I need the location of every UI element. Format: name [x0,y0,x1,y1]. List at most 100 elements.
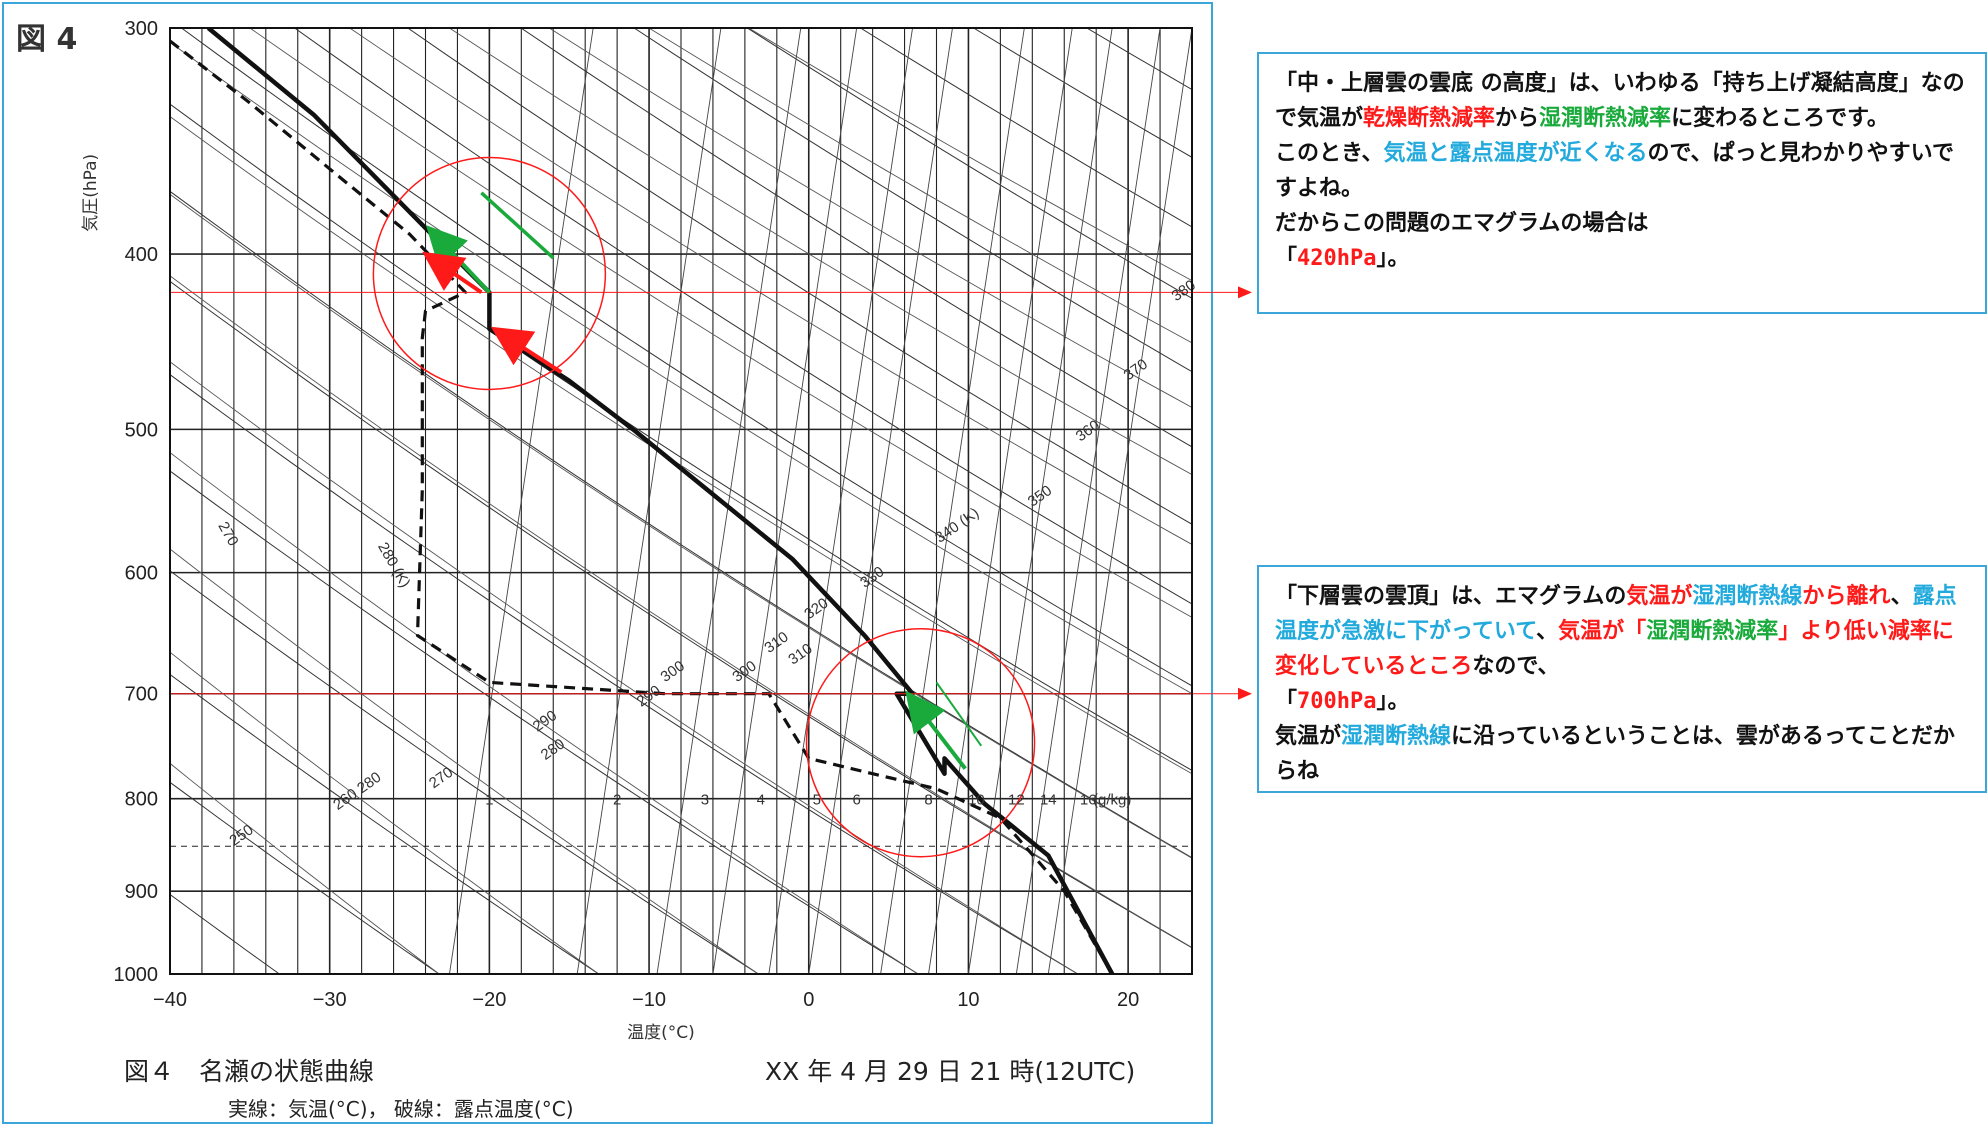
note1-text: だからこの問題のエマグラムの場合は [1275,211,1649,236]
dry-adiabat-line [0,28,120,974]
dry-adiabat-line [747,28,1192,299]
mixing-ratio-line [928,28,1073,974]
plot-frame [169,27,1193,975]
isentrope-label: 300 [658,657,688,685]
dry-adiabat-line [294,28,1192,605]
series-layer [170,28,1115,974]
moist-adiabat-line [170,275,1192,949]
note2-text: 湿潤断熱減率 [1646,619,1779,644]
x-tick-label: −30 [313,989,347,1011]
note2-text: 」より低い減率に変化しているところ [1275,619,1954,679]
y-tick-label: 400 [125,244,158,266]
isentrope-label: 290 [530,707,560,735]
note1-text: ので、ぱっと見わかりやすいですよね。 [1275,141,1954,201]
caption-legend: 実線：気温(°C)， 破線：露点温度(°C) [228,1097,574,1121]
green-arrow-lower [905,690,967,770]
mixing-ratio-line [1047,28,1192,974]
note2-text: から離れ [1802,584,1891,609]
y-tick-label: 900 [125,881,158,903]
x-tick-label: 0 [803,989,814,1011]
mixing-ratio-label: 4 [757,792,765,809]
dry-adiabat-label: 250 [226,821,256,849]
moist-adiabat-line [170,451,919,974]
dry-adiabat-line [170,673,600,974]
y-axis-label: 気圧(hPa) [81,154,101,232]
dry-adiabat-line [633,28,1192,373]
moist-adiabat-line [249,28,1192,618]
dry-adiabat-label: 270 [426,764,456,792]
y-tick-label: 500 [125,419,158,441]
axis-layer: 1 2 3 4 5 6 8 10 12 14 16(g/kg)2702802903003103203… [81,18,1199,1043]
dry-adiabat-line [170,781,440,974]
mixing-ratio-line [1015,28,1161,974]
moist-adiabat-line [170,762,440,974]
x-axis-label: 温度(°C) [627,1023,695,1043]
red-arrow-dry-lower [490,326,563,375]
y-tick-label: 600 [125,563,158,585]
note1-text: から [1495,106,1540,131]
note1-text: 」。 [1376,246,1410,271]
red-arrow-dry-upper [422,251,483,295]
annotation-note-1: 「中・上層雲の雲底 の高度」は、いわゆる「持ち上げ凝結高度」なので気温が乾燥断熱… [1257,52,1987,314]
guide-arrow-700 [1238,687,1252,700]
isentrope-label: 270 [214,519,241,549]
dry-adiabat-line [407,28,1192,525]
note2-text: 700hPa [1297,689,1377,714]
note2-text: に沿っているということは、雲があるってことだからね [1275,724,1955,784]
dry-adiabat-line [170,570,759,974]
dry-adiabat-line [170,280,1192,949]
mixing-ratio-line [712,28,858,974]
note1-text: このとき、 [1275,141,1384,166]
mixing-ratio-line [808,28,953,974]
dry-adiabat-line [170,373,1079,974]
moist-adiabat-line [449,28,1192,476]
x-tick-label: 20 [1117,989,1139,1011]
grid-layer [170,28,1192,974]
note2-text: 、 [1890,584,1913,609]
note1-text: 気温と露点温度が近くなる [1383,141,1648,166]
annotation-layer [170,156,1252,858]
green-reference-line-upper [480,191,555,260]
dry-adiabat-label: 310 [785,640,815,668]
isolines-layer [0,28,1192,974]
x-tick-label: 10 [957,989,979,1011]
dry-adiabat-label: 280 [538,735,568,763]
annotation-note-2: 「下層雲の雲頂」は、エマグラムの気温が湿潤断熱線 から離れ、露点温度が急激に下がっ… [1257,565,1987,793]
note2-text: 「下層雲の雲頂」は、エマグラムの [1275,584,1627,609]
note2-text: 露点温度が急激に下がっていて [1275,584,1957,644]
note2-text: 湿潤断熱線 [1341,724,1452,749]
y-tick-label: 800 [125,789,158,811]
moist-adiabat-line [349,28,1192,545]
mixing-ratio-line [576,28,722,974]
mixing-ratio-label: 16 [1080,792,1097,809]
note1-text: 乾燥断熱減率 [1363,106,1496,131]
dry-adiabat-label: 260 [330,785,360,813]
x-tick-label: −40 [153,989,187,1011]
note1-text: 湿潤断熱減率 [1539,106,1672,131]
mixing-ratio-label: 12 [1008,792,1025,809]
moist-adiabat-line [170,41,1192,695]
moist-adiabat-line [548,28,1192,408]
note2-text: 「 [1275,689,1298,714]
mixing-ratio-label: 2 [613,792,621,809]
moist-adiabat-line [648,28,1192,344]
isentrope-label: 380 [1169,277,1199,305]
isentrope-label: 280 [354,769,384,797]
moist-adiabat-line [170,361,1079,974]
note1-text: 「中・上層雲の雲底 の高度」は、いわゆる「持ち上げ凝結高度」なので気温が [1275,71,1965,131]
note2-text: 気温が [1275,724,1342,749]
dry-adiabat-line [170,470,919,974]
isentrope-label: 360 [1073,417,1103,445]
dry-adiabat-line [520,28,1192,448]
caption-title: 図４ 名瀬の状態曲線 [124,1057,375,1086]
mixing-ratio-label: (g/kg) [1093,792,1131,809]
dewpoint-curve [170,39,1114,974]
mixing-ratio-line [449,28,594,974]
x-tick-label: −20 [472,989,506,1011]
note1-text: に変わるところです。 [1671,106,1889,131]
isentrope-label: 340 (K) [932,504,982,546]
moist-adiabat-line [170,116,1192,775]
note1-text: 「 [1275,246,1298,271]
note1-text: 420hPa [1297,246,1377,271]
